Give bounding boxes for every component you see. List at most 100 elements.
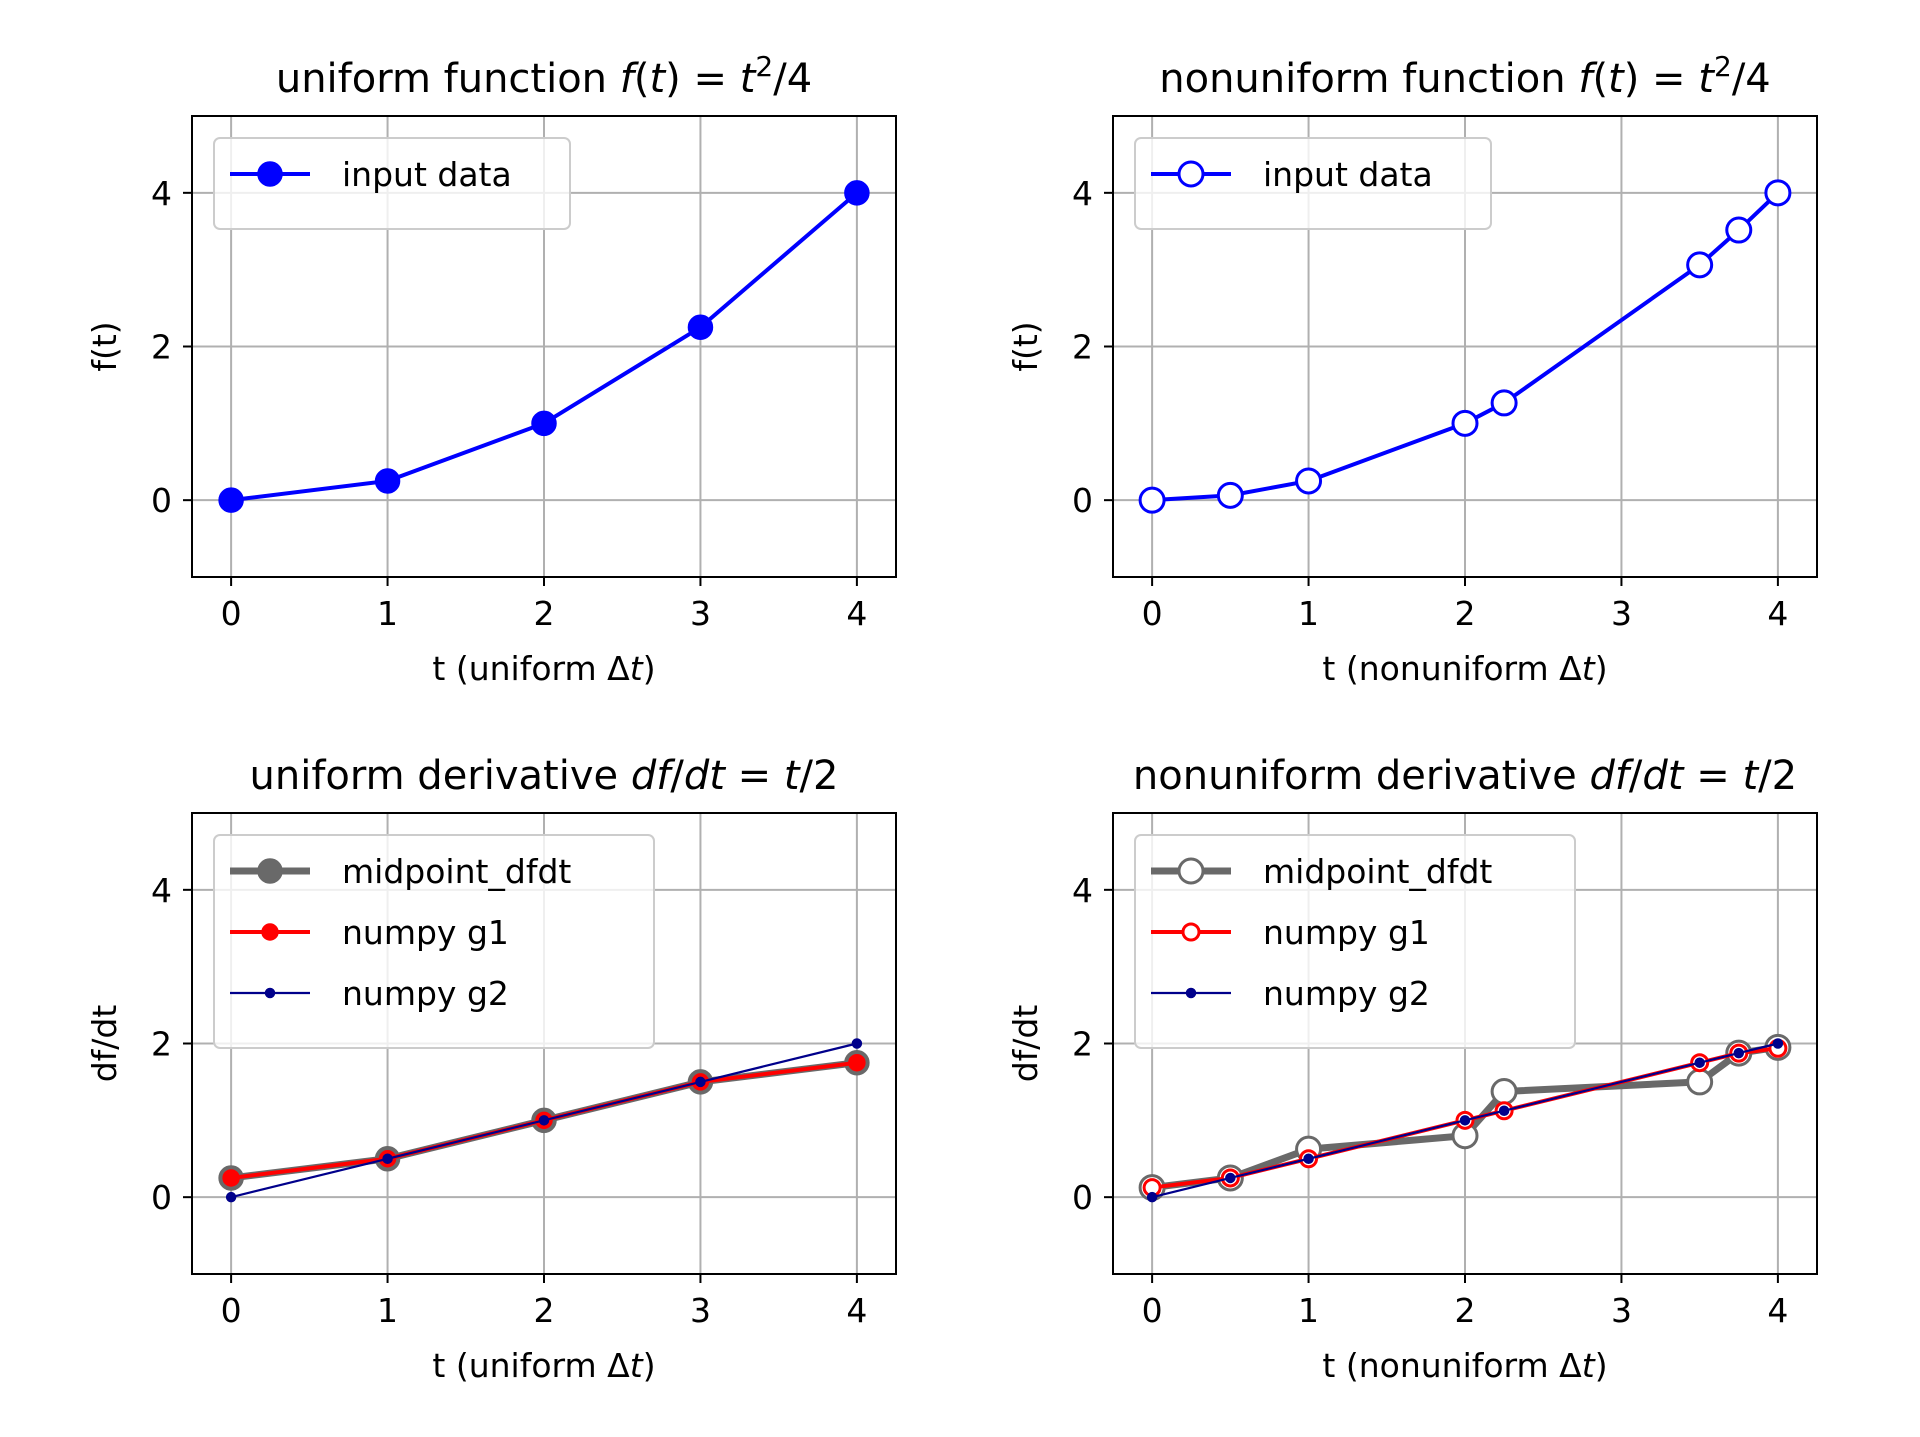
legend-marker (1181, 922, 1201, 942)
legend-entry: numpy g2 (230, 974, 509, 1013)
chart-title-math: /2 (800, 753, 839, 799)
x-tick-label: 4 (846, 594, 867, 633)
chart-title-math: 2 (1714, 50, 1732, 83)
y-axis-label: df/dt (1006, 1005, 1045, 1083)
x-tick-label: 3 (690, 1291, 711, 1330)
data-point (531, 410, 557, 437)
series-input-data (1138, 179, 1792, 514)
legend-label: midpoint_dfdt (1263, 852, 1492, 891)
legend-box (1134, 834, 1576, 1049)
legend-entry: midpoint_dfdt (1151, 852, 1492, 891)
x-tick-label: 0 (221, 1291, 242, 1330)
chart-title-math: / (670, 753, 684, 799)
chart-title-math: ( (1592, 56, 1608, 102)
x-tick-label: 2 (534, 594, 555, 633)
series-line (1151, 1042, 1779, 1199)
y-tick-label: 2 (151, 328, 172, 367)
y-tick-label: 4 (1072, 871, 1093, 910)
y-tick-label: 0 (151, 1178, 172, 1217)
x-tick-label: 4 (1767, 1291, 1788, 1330)
data-point (1725, 216, 1753, 244)
legend-marker (1177, 857, 1205, 885)
x-tick-label: 1 (377, 594, 398, 633)
chart-title-math: / (1629, 753, 1643, 799)
legend-entry: numpy g1 (1151, 913, 1430, 952)
data-point (1138, 486, 1166, 514)
legend-label: numpy g1 (342, 913, 509, 952)
plot-area (1138, 179, 1792, 514)
x-axis-label-text: t (uniform Δ (432, 649, 630, 688)
data-point (1764, 179, 1792, 207)
data-point (1451, 409, 1479, 437)
y-axis-label: df/dt (85, 1005, 124, 1083)
chart-title-math: t (1742, 753, 1759, 799)
legend-label: numpy g1 (1263, 913, 1430, 952)
x-tick-label: 0 (1142, 594, 1163, 633)
series-numpy-g2 (1146, 1038, 1784, 1203)
chart-title-text: uniform function (276, 56, 620, 102)
x-tick-label: 4 (846, 1291, 867, 1330)
x-axis-label-text: t (nonuniform Δ (1322, 649, 1582, 688)
x-axis-label-italic: t (1582, 649, 1596, 688)
legend-label: midpoint_dfdt (342, 852, 571, 891)
x-tick-label: 2 (534, 1291, 555, 1330)
chart-title: nonuniform derivative df/dt = t/2 (1133, 753, 1797, 799)
legend-label: numpy g2 (342, 974, 509, 1013)
x-axis-label: t (nonuniform Δt) (1322, 1346, 1607, 1385)
legend-marker (261, 923, 279, 941)
legend-marker (1185, 987, 1197, 999)
y-tick-label: 2 (1072, 328, 1093, 367)
legend-marker (257, 161, 283, 187)
chart-title-math: /4 (773, 56, 812, 102)
data-point (1733, 1047, 1745, 1059)
data-point (695, 1076, 706, 1088)
data-point (1146, 1191, 1158, 1203)
data-point (1694, 1057, 1705, 1068)
legend-marker (264, 987, 276, 999)
data-point (1686, 251, 1714, 279)
x-tick-label: 2 (1455, 1291, 1476, 1330)
legend-label: input data (1263, 155, 1433, 194)
y-axis-label: f(t) (85, 321, 124, 371)
data-point (848, 1053, 866, 1072)
data-point (1498, 1105, 1510, 1116)
x-axis-label-tail: ) (643, 649, 656, 688)
x-tick-label: 3 (1611, 1291, 1632, 1330)
x-axis-label: t (nonuniform Δt) (1322, 649, 1607, 688)
x-axis-label-tail: ) (643, 1346, 656, 1385)
data-point (851, 1038, 863, 1049)
x-axis-label-italic: t (630, 649, 644, 688)
legend-marker (257, 858, 283, 884)
chart-title-math: = (725, 753, 784, 799)
y-tick-label: 4 (151, 871, 172, 910)
chart-title: uniform derivative df/dt = t/2 (250, 753, 839, 799)
chart-title-math: ) = (1624, 56, 1699, 102)
legend-box (213, 834, 655, 1049)
chart-title-math: /4 (1732, 56, 1771, 102)
data-point (1459, 1115, 1471, 1126)
x-axis-label-tail: ) (1595, 1346, 1608, 1385)
data-point (538, 1115, 550, 1126)
x-tick-label: 0 (221, 594, 242, 633)
chart-title-math: t (1608, 56, 1625, 102)
legend-box (213, 137, 571, 230)
x-axis-label: t (uniform Δt) (432, 649, 655, 688)
x-tick-label: 1 (1298, 1291, 1319, 1330)
chart-title-math: ( (634, 56, 650, 102)
y-tick-label: 4 (1072, 174, 1093, 213)
legend-label: input data (342, 155, 512, 194)
y-tick-label: 4 (151, 174, 172, 213)
chart-title-math: df (1589, 753, 1634, 799)
legend-entry: midpoint_dfdt (230, 852, 571, 891)
data-point (1295, 467, 1323, 495)
x-tick-label: 3 (1611, 594, 1632, 633)
x-axis-label-tail: ) (1595, 649, 1608, 688)
chart-title-text: nonuniform derivative (1133, 753, 1590, 799)
chart-title-text: nonuniform function (1159, 56, 1578, 102)
data-point (1772, 1038, 1784, 1049)
